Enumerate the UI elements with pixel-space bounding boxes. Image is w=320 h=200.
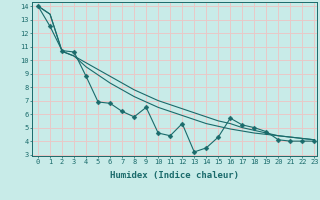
X-axis label: Humidex (Indice chaleur): Humidex (Indice chaleur) — [110, 171, 239, 180]
